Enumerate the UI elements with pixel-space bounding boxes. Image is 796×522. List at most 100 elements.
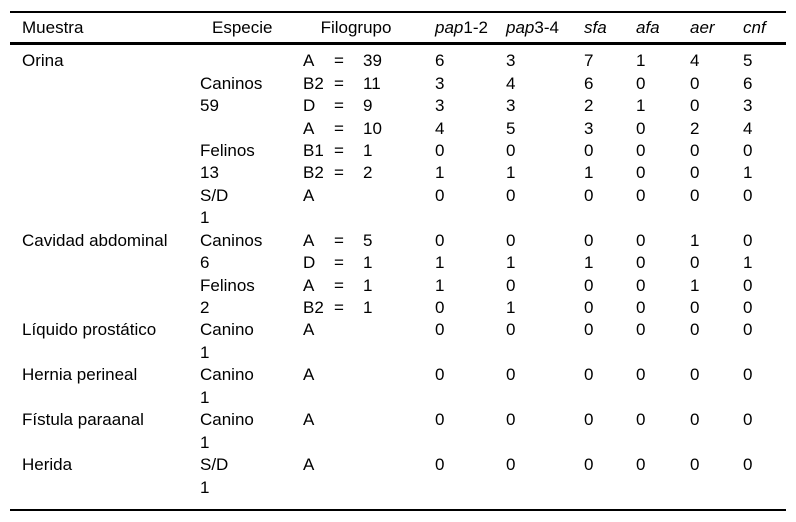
filogrupo-count-cell: 1 xyxy=(363,140,373,160)
gene-value-cell: 0 xyxy=(636,230,646,250)
filogrupo-letter-cell: A xyxy=(303,51,315,71)
gene-value-cell: 0 xyxy=(435,140,445,160)
gene-value-cell: 0 xyxy=(506,365,516,385)
especie-cell: Caninos xyxy=(200,230,263,250)
gene-value-cell: 0 xyxy=(690,320,700,340)
especie-cell: 6 xyxy=(200,253,210,273)
gene-value-cell: 1 xyxy=(690,230,700,250)
gene-value-cell: 0 xyxy=(636,455,646,475)
gene-value-cell: 0 xyxy=(690,185,700,205)
filogrupo-equals-cell: = xyxy=(334,163,344,183)
table-bottom-rule xyxy=(10,509,786,511)
gene-value-cell: 0 xyxy=(690,96,700,116)
gene-value-cell: 0 xyxy=(636,185,646,205)
gene-value-cell: 0 xyxy=(743,320,753,340)
table-row: 1 xyxy=(0,476,796,498)
especie-cell: S/D xyxy=(200,455,229,475)
filogrupo-equals-cell: = xyxy=(334,73,344,93)
gene-value-cell: 0 xyxy=(743,455,753,475)
gene-value-cell: 0 xyxy=(584,275,594,295)
table-row: Felinos A = 1 1 0 0 0 1 0 xyxy=(0,274,796,296)
especie-cell: Caninos xyxy=(200,73,263,93)
gene-value-cell: 3 xyxy=(506,96,516,116)
gene-value-cell: 0 xyxy=(636,298,646,318)
table-header-row: Muestra Especie Filogrupo pap1-2 pap3-4 … xyxy=(0,13,796,42)
gene-value-cell: 0 xyxy=(584,140,594,160)
gene-value-cell: 0 xyxy=(636,365,646,385)
gene-value-cell: 0 xyxy=(690,73,700,93)
gene-value-cell: 1 xyxy=(506,163,516,183)
gene-value-cell: 5 xyxy=(506,118,516,138)
gene-value-cell: 0 xyxy=(584,230,594,250)
gene-value-cell: 0 xyxy=(584,185,594,205)
gene-value-cell: 0 xyxy=(743,230,753,250)
gene-value-cell: 6 xyxy=(743,73,753,93)
gene-value-cell: 1 xyxy=(636,51,646,71)
gene-value-cell: 0 xyxy=(506,455,516,475)
gene-value-cell: 0 xyxy=(584,320,594,340)
gene-value-cell: 0 xyxy=(636,163,646,183)
gene-value-cell: 0 xyxy=(690,410,700,430)
especie-cell: 1 xyxy=(200,342,210,362)
gene-value-cell: 3 xyxy=(743,96,753,116)
filogrupo-count-cell: 9 xyxy=(363,96,373,116)
gene-value-cell: 6 xyxy=(435,51,445,71)
gene-value-cell: 0 xyxy=(636,275,646,295)
gene-name-suffix: 3-4 xyxy=(534,17,559,37)
filogrupo-letter-cell: B2 xyxy=(303,163,324,183)
table-row: A = 10 4 5 3 0 2 4 xyxy=(0,117,796,139)
filogrupo-equals-cell: = xyxy=(334,298,344,318)
table-row: Líquido prostático Canino A 0 0 0 0 0 0 xyxy=(0,319,796,341)
table-row: 1 xyxy=(0,431,796,453)
gene-value-cell: 0 xyxy=(584,298,594,318)
table-row: Caninos B2 = 11 3 4 6 0 0 6 xyxy=(0,72,796,94)
gene-value-cell: 0 xyxy=(435,410,445,430)
gene-value-cell: 0 xyxy=(435,185,445,205)
especie-cell: Canino xyxy=(200,320,254,340)
gene-value-cell: 1 xyxy=(743,253,753,273)
gene-value-cell: 0 xyxy=(506,140,516,160)
filogrupo-equals-cell: = xyxy=(334,51,344,71)
muestra-cell: Fístula paraanal xyxy=(22,410,144,430)
table-row: 59 D = 9 3 3 2 1 0 3 xyxy=(0,95,796,117)
gene-value-cell: 0 xyxy=(506,185,516,205)
filogrupo-letter-cell: A xyxy=(303,455,315,475)
muestra-cell: Orina xyxy=(22,51,64,71)
column-header-muestra: Muestra xyxy=(22,17,84,37)
gene-value-cell: 0 xyxy=(435,298,445,318)
muestra-cell: Cavidad abdominal xyxy=(22,230,168,250)
muestra-cell: Líquido prostático xyxy=(22,320,157,340)
especie-cell: Canino xyxy=(200,410,254,430)
column-header-cnf: cnf xyxy=(743,18,796,38)
filogrupo-letter-cell: A xyxy=(303,410,315,430)
gene-value-cell: 1 xyxy=(435,253,445,273)
column-header-afa: afa xyxy=(636,18,690,38)
filogrupo-equals-cell: = xyxy=(334,118,344,138)
gene-value-cell: 0 xyxy=(636,73,646,93)
especie-cell: 1 xyxy=(200,477,210,497)
filogrupo-letter-cell: D xyxy=(303,96,316,116)
table-row: Cavidad abdominal Caninos A = 5 0 0 0 0 … xyxy=(0,230,796,252)
gene-name-italic: sfa xyxy=(584,17,607,37)
filogrupo-equals-cell: = xyxy=(334,230,344,250)
gene-value-cell: 1 xyxy=(435,163,445,183)
gene-value-cell: 2 xyxy=(584,96,594,116)
table-row: 1 xyxy=(0,387,796,409)
muestra-cell: Hernia perineal xyxy=(22,365,138,385)
especie-cell: 13 xyxy=(200,163,219,183)
filogrupo-equals-cell: = xyxy=(334,96,344,116)
filogrupo-count-cell: 10 xyxy=(363,118,382,138)
gene-name-italic: afa xyxy=(636,17,660,37)
table-row: Felinos B1 = 1 0 0 0 0 0 0 xyxy=(0,140,796,162)
filogrupo-letter-cell: D xyxy=(303,253,316,273)
gene-value-cell: 0 xyxy=(690,365,700,385)
especie-cell: Felinos xyxy=(200,140,255,160)
gene-value-cell: 0 xyxy=(506,275,516,295)
table-row: 1 xyxy=(0,207,796,229)
gene-value-cell: 3 xyxy=(435,73,445,93)
gene-value-cell: 0 xyxy=(636,118,646,138)
filogrupo-letter-cell: A xyxy=(303,320,315,340)
especie-cell: 1 xyxy=(200,208,210,228)
gene-value-cell: 2 xyxy=(690,118,700,138)
